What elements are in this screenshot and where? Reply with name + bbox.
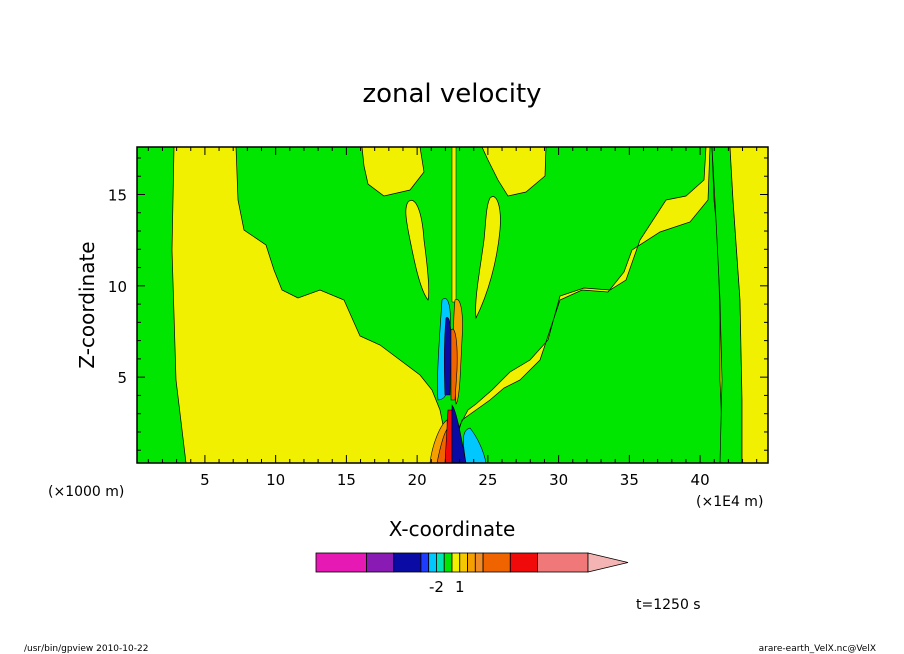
positive-velocity-region: [405, 200, 430, 301]
colorbar-bin: [443, 552, 453, 573]
footer-left: /usr/bin/gpview 2010-10-22: [24, 644, 148, 654]
positive-velocity-region: [451, 147, 457, 303]
x-tick-label: 5: [200, 471, 210, 489]
x-axis-label: X-coordinate: [389, 517, 516, 541]
positive-velocity-region: [475, 196, 501, 320]
colorbar-bin: [436, 552, 445, 573]
colorbar-tick-label: -2: [429, 578, 444, 596]
colorbar-bin: [537, 552, 589, 573]
colorbar-bin: [366, 552, 395, 573]
x-tick-label: 15: [337, 471, 356, 489]
x-tick-label: 25: [478, 471, 497, 489]
y-tick-label: 5: [117, 369, 127, 387]
colorbar-bin: [509, 552, 538, 573]
time-label: t=1250 s: [636, 597, 701, 613]
x-tick-label: 35: [620, 471, 639, 489]
colorbar-bin: [428, 552, 437, 573]
plot-area: 5 10 15 20 25 30 35 40 5 10 15: [108, 146, 769, 489]
footer-right: arare-earth_VelX.nc@VelX: [759, 644, 876, 654]
colorbar-bin: [393, 552, 422, 573]
colorbar-bin: [420, 552, 430, 573]
x-scale-note: (×1E4 m): [696, 494, 763, 510]
x-tick-label: 20: [408, 471, 427, 489]
positive-velocity-region: [171, 147, 447, 463]
colorbar-bin: [459, 552, 468, 573]
y-tick-label: 15: [108, 186, 127, 204]
plot-frame: [136, 146, 769, 464]
y-axis-label: Z-coordinate: [75, 241, 99, 368]
positive-velocity-region: [361, 147, 425, 197]
axis-ticks: 5 10 15 20 25 30 35 40 5 10 15: [108, 147, 768, 489]
x-tick-label: 30: [549, 471, 568, 489]
y-tick-label: 10: [108, 278, 127, 296]
positive-velocity-region: [729, 147, 768, 463]
positive-velocity-region: [481, 147, 547, 197]
x-tick-label: 10: [266, 471, 285, 489]
colorbar-bin: [467, 552, 476, 573]
colorbar: -2 1: [315, 552, 629, 596]
chart-title: zonal velocity: [362, 79, 541, 109]
y-scale-note: (×1000 m): [48, 484, 124, 500]
colorbar-tick-label: 1: [455, 578, 465, 596]
colorbar-bin: [451, 552, 461, 573]
colorbar-bin: [315, 552, 367, 573]
colorbar-bin: [482, 552, 511, 573]
colorbar-overflow-arrow: [587, 552, 629, 573]
colorbar-bin: [474, 552, 484, 573]
x-tick-label: 40: [691, 471, 710, 489]
